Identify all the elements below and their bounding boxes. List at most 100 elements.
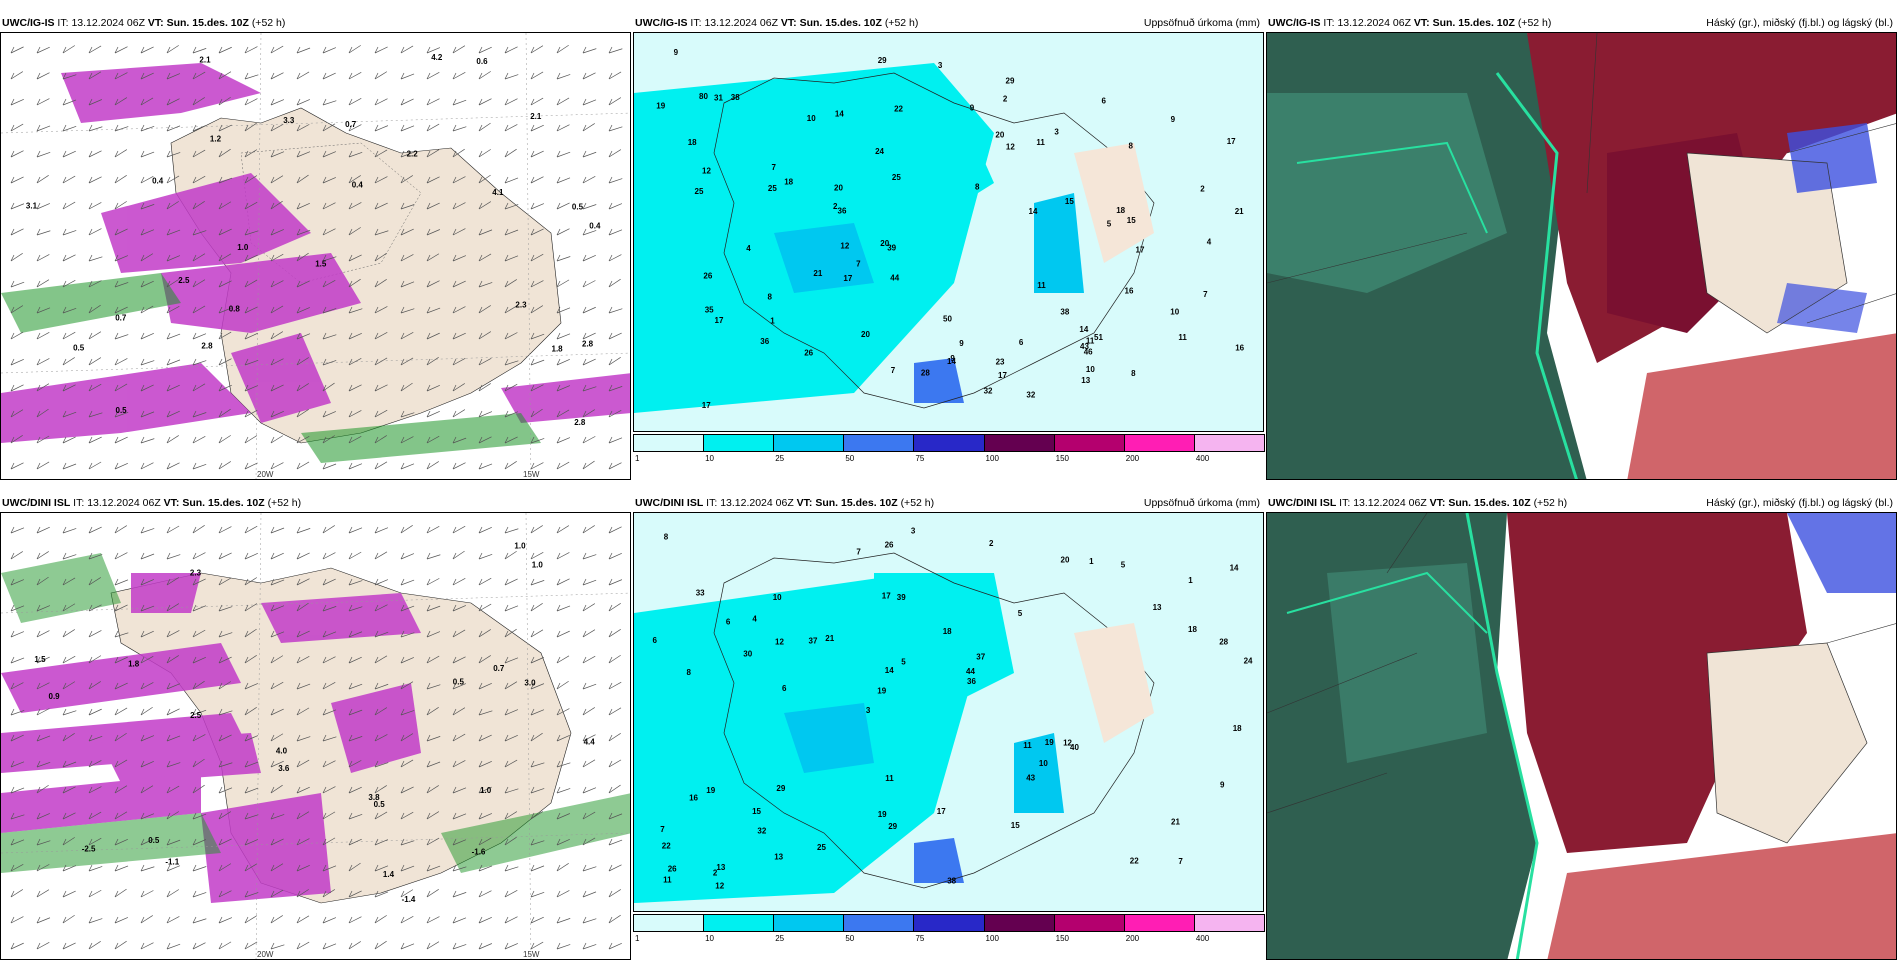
wind-barb (244, 577, 258, 586)
wind-barb (608, 759, 622, 768)
wind-barb-flag (36, 916, 41, 924)
wind-barb-flag (36, 462, 41, 470)
wind-barb-flag (608, 150, 613, 158)
wind-barb (244, 892, 259, 898)
wind-barb (192, 412, 207, 418)
wind-barb (452, 839, 467, 846)
wind-barb-flag (322, 760, 327, 768)
legend-tick-label: 400 (1195, 454, 1210, 463)
wind-barb (348, 941, 361, 950)
wind-barb-flag (322, 124, 327, 132)
wind-barb-flag (296, 656, 301, 664)
value-label: 37 (809, 637, 818, 646)
wind-barb (582, 787, 597, 794)
wind-barb (322, 308, 337, 314)
wind-barb (270, 889, 284, 898)
wind-barb-flag (452, 890, 457, 898)
wind-barb-flag (166, 124, 171, 132)
wind-barb (400, 281, 415, 288)
wind-barb (10, 916, 24, 924)
wind-barb (400, 254, 414, 262)
wind-barb (88, 126, 103, 132)
wind-barb (348, 551, 362, 560)
wind-barb-flag (348, 552, 353, 560)
wind-barb-flag (296, 682, 301, 690)
wind-barb (530, 150, 544, 158)
wind-barb (322, 889, 335, 898)
wind-barb-flag (530, 332, 535, 340)
wind-barb-flag (88, 552, 93, 560)
wind-barb-flag (322, 176, 327, 184)
value-label: 18 (1233, 724, 1242, 733)
wind-barb (556, 124, 570, 132)
wind-barb-flag (426, 630, 431, 638)
wind-barb-flag (10, 864, 15, 872)
wind-barb (478, 655, 491, 664)
wind-barb-flag (452, 46, 457, 54)
wind-barb (270, 72, 284, 80)
wind-barb-flag (322, 98, 327, 106)
wind-barb (530, 280, 544, 288)
wind-barb-flag (400, 526, 405, 534)
wind-barb-flag (218, 436, 223, 444)
wind-barb-flag (140, 812, 145, 820)
value-label: 10 (807, 114, 816, 123)
wind-barb-flag (10, 838, 15, 846)
wind-barb-flag (296, 306, 301, 314)
value-label: 6 (726, 618, 731, 627)
wind-barb-flag (192, 150, 197, 158)
value-label: 6 (1102, 96, 1107, 105)
wind-barb (114, 552, 128, 560)
wind-barb-flag (244, 332, 249, 340)
wind-barb (322, 72, 336, 80)
wind-barb (36, 576, 49, 586)
wind-barb-flag (582, 526, 587, 534)
wind-barb-flag (400, 942, 405, 950)
wind-barb-flag (530, 280, 535, 288)
wind-barb-flag (348, 630, 353, 638)
wind-barb (62, 357, 75, 366)
wind-barb (218, 710, 233, 716)
wind-barb (452, 228, 466, 236)
wind-barb-flag (556, 552, 561, 560)
value-label: 16 (689, 794, 698, 803)
wind-barb (244, 175, 258, 184)
value-label: 6 (782, 684, 787, 693)
wind-barb (62, 150, 76, 158)
wind-barb (296, 202, 310, 210)
wind-barb-flag (478, 526, 483, 534)
wind-barb-flag (478, 786, 483, 794)
value-label: 1 (770, 317, 775, 326)
wind-barb (556, 708, 570, 716)
wind-barb-flag (582, 656, 587, 664)
wind-barb (426, 229, 441, 236)
wind-barb-flag (270, 332, 275, 340)
wind-barb (400, 331, 414, 340)
value-label: 24 (875, 147, 884, 156)
wind-barb-flag (452, 864, 457, 872)
wind-barb-flag (582, 942, 587, 950)
wind-barb (452, 656, 466, 664)
wind-barb-flag (166, 656, 171, 664)
wind-barb-flag (244, 708, 249, 716)
wind-barb-flag (244, 526, 249, 534)
value-label: 5 (1107, 220, 1112, 229)
wind-barb-flag (88, 656, 93, 664)
wind-barb (400, 45, 414, 54)
wind-barb-flag (166, 98, 171, 106)
wind-barb (556, 461, 570, 470)
wind-barb (374, 762, 389, 768)
value-label: 0.5 (374, 800, 386, 809)
value-label: 19 (878, 810, 887, 819)
value-label: 8 (768, 293, 773, 302)
value-label: 17 (998, 371, 1007, 380)
vt-label: VT: (147, 17, 164, 29)
value-label: 0.9 (49, 692, 61, 701)
wind-barb-flag (140, 760, 145, 768)
wind-barb (62, 74, 77, 80)
wind-barb-flag (270, 358, 275, 366)
wind-barb (192, 892, 207, 898)
wind-barb-flag (452, 916, 457, 924)
wind-barb (452, 787, 467, 794)
value-label: 10 (1039, 759, 1048, 768)
